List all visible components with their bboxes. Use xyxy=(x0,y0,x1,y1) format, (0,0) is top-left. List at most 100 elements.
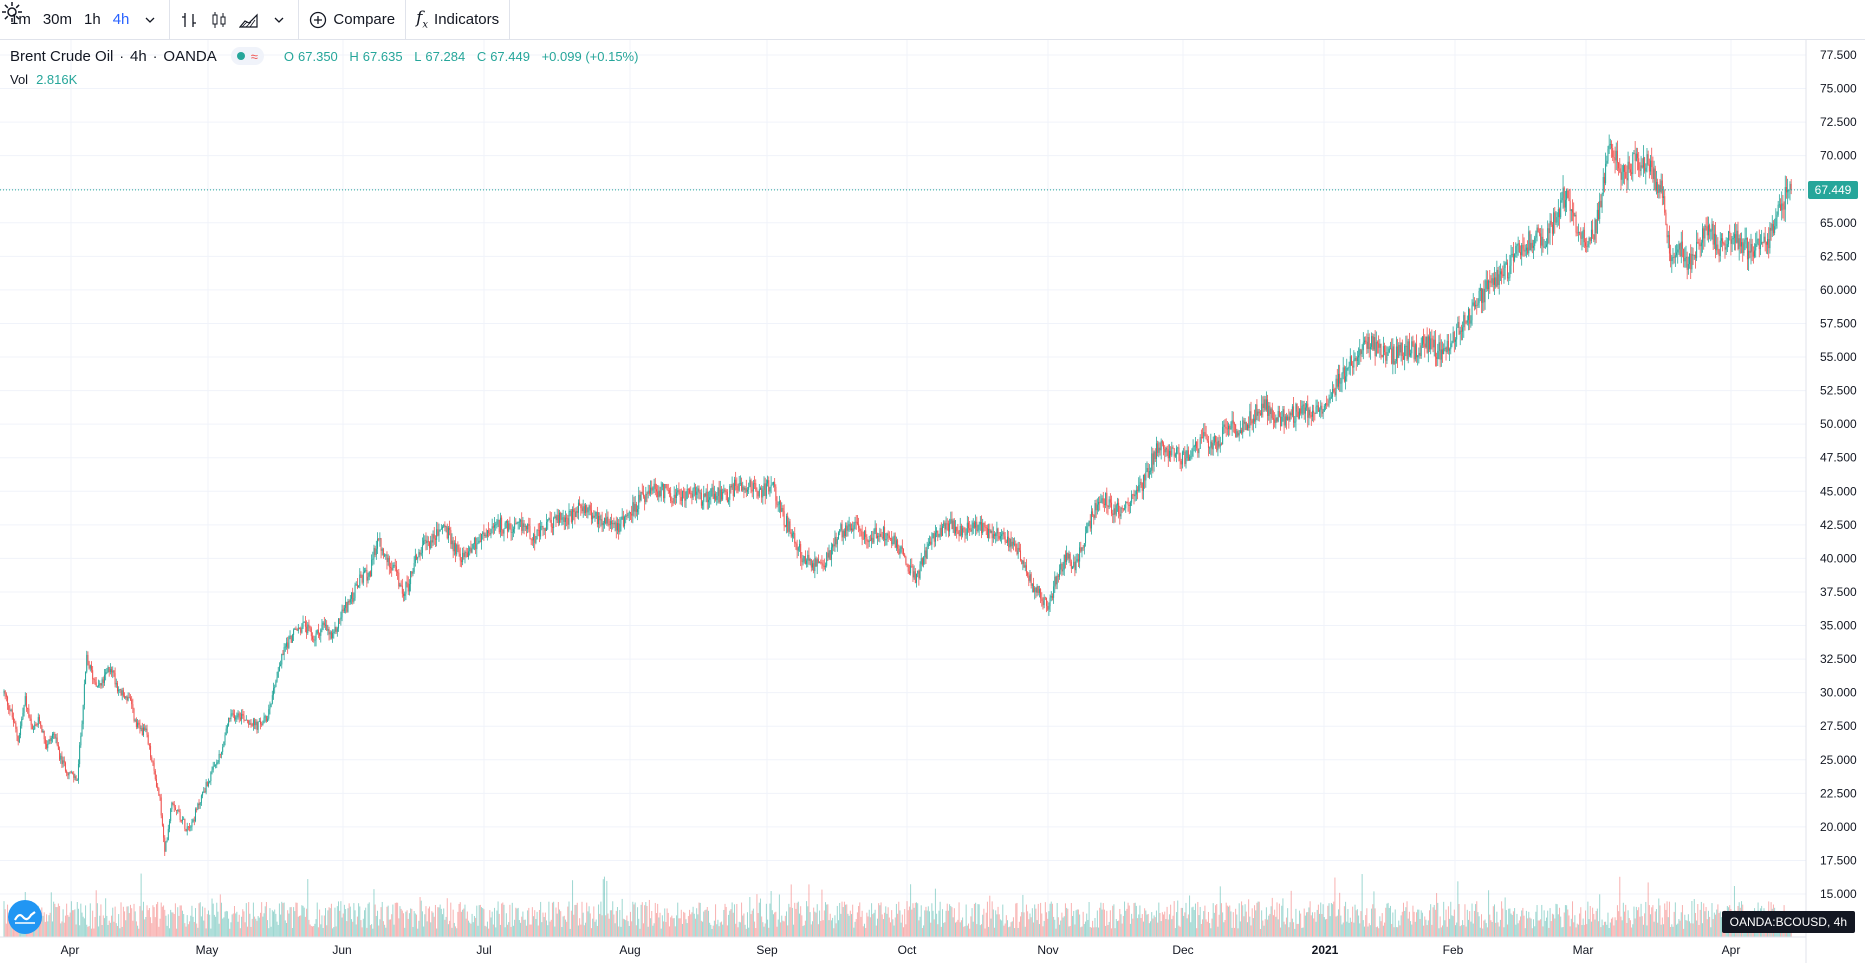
volume-bar xyxy=(866,912,868,937)
candle-body xyxy=(841,524,843,538)
candle-body xyxy=(43,730,45,740)
volume-bar xyxy=(1706,919,1708,937)
volume-bar xyxy=(673,918,675,937)
candle-body xyxy=(1138,484,1140,491)
candle-body xyxy=(335,626,337,632)
volume-bar xyxy=(763,926,765,937)
tradingview-logo-icon[interactable] xyxy=(8,900,42,934)
interval-dropdown-icon[interactable] xyxy=(135,0,165,40)
volume-bar xyxy=(1606,924,1608,937)
candle-body xyxy=(343,607,345,612)
volume-bar xyxy=(1581,925,1583,937)
volume-bar xyxy=(494,907,496,937)
volume-bar xyxy=(1358,915,1360,937)
candle-body xyxy=(340,617,342,620)
price-axis[interactable]: 77.50075.00072.50070.00067.50065.00062.5… xyxy=(1820,48,1857,901)
candle-body xyxy=(1401,342,1403,357)
candle-body xyxy=(406,582,408,584)
candle-body xyxy=(678,490,680,492)
candle-body xyxy=(1088,520,1090,523)
market-status-pill[interactable]: ≈ xyxy=(230,47,264,65)
volume-bar xyxy=(1015,903,1017,937)
candle-body xyxy=(272,688,274,696)
interval-4h-button[interactable]: 4h xyxy=(112,11,130,28)
volume-bar xyxy=(255,918,257,937)
volume-bar xyxy=(898,901,900,937)
candle-body xyxy=(1413,346,1415,360)
volume-bar xyxy=(190,915,192,937)
candle-body xyxy=(268,709,270,719)
candle-body xyxy=(1219,443,1221,447)
candle-body xyxy=(349,598,351,603)
candle-body xyxy=(832,544,834,548)
candle-chart-type-icon[interactable] xyxy=(204,0,234,40)
candle-body xyxy=(1005,542,1007,544)
volume-bar xyxy=(164,909,166,937)
candle-body xyxy=(846,525,848,531)
volume-bar xyxy=(1207,911,1209,937)
chart-type-dropdown-icon[interactable] xyxy=(264,0,294,40)
candle-body xyxy=(392,565,394,571)
volume-bar xyxy=(272,911,274,937)
area-chart-type-icon[interactable] xyxy=(234,0,264,40)
volume-bar xyxy=(1291,918,1293,937)
candle-body xyxy=(1679,243,1681,257)
candle-body xyxy=(105,672,107,675)
volume-bar xyxy=(614,923,616,937)
volume-bar xyxy=(829,913,831,937)
symbol-name[interactable]: Brent Crude Oil xyxy=(10,47,114,65)
volume-bar xyxy=(836,905,838,937)
candle-body xyxy=(1030,574,1032,586)
volume-bar xyxy=(884,912,886,937)
candle-body xyxy=(1207,440,1209,448)
candle-body xyxy=(527,523,529,530)
bar-chart-type-icon[interactable] xyxy=(174,0,204,40)
volume-bar xyxy=(1634,918,1636,937)
price-tick-label: 55.000 xyxy=(1820,350,1857,364)
candle-body xyxy=(128,697,130,698)
volume-bar xyxy=(477,925,479,937)
volume-bar xyxy=(1108,921,1110,937)
candle-body xyxy=(1248,424,1250,429)
candle-body xyxy=(855,521,857,523)
volume-bar xyxy=(842,907,844,937)
candle-body xyxy=(685,498,687,501)
candle-body xyxy=(384,554,386,556)
candle-body xyxy=(46,744,48,749)
candle-body xyxy=(1483,288,1485,303)
volume-bar xyxy=(284,920,286,937)
volume-bar xyxy=(38,925,40,937)
candle-body xyxy=(31,725,33,730)
candle-body xyxy=(294,628,296,630)
volume-bar xyxy=(420,900,422,937)
volume-bar xyxy=(1666,901,1668,937)
time-axis[interactable]: Apr May Jun Jul Aug Sep Oct Nov Dec 2021 Feb Mar Apr xyxy=(61,943,1741,957)
interval-30m-button[interactable]: 30m xyxy=(42,11,73,28)
volume-bar xyxy=(1142,921,1144,937)
volume-bar xyxy=(1537,920,1539,937)
candle-body xyxy=(148,744,150,746)
candle-body xyxy=(1470,320,1472,324)
compare-button[interactable]: Compare xyxy=(303,0,401,40)
candle-body xyxy=(1062,569,1064,572)
gear-icon[interactable] xyxy=(0,0,24,24)
candle-body xyxy=(518,521,520,523)
candle-body xyxy=(1290,412,1292,416)
volume-bar xyxy=(1090,927,1092,937)
candle-body xyxy=(348,601,350,603)
candle-body xyxy=(1059,569,1061,577)
candle-body xyxy=(1628,161,1630,170)
volume-bar xyxy=(1473,910,1475,937)
candle-body xyxy=(190,826,192,828)
toolbar-divider xyxy=(169,0,171,40)
volume-bar xyxy=(470,923,472,937)
candle-body xyxy=(849,524,851,530)
interval-1h-button[interactable]: 1h xyxy=(84,11,101,28)
volume-bar xyxy=(1268,915,1270,937)
candle-body xyxy=(1376,342,1378,344)
volume-bar xyxy=(663,921,665,937)
indicators-button[interactable]: fx Indicators xyxy=(410,0,505,40)
time-tick-label: Mar xyxy=(1573,943,1594,957)
candle-body xyxy=(510,528,512,533)
